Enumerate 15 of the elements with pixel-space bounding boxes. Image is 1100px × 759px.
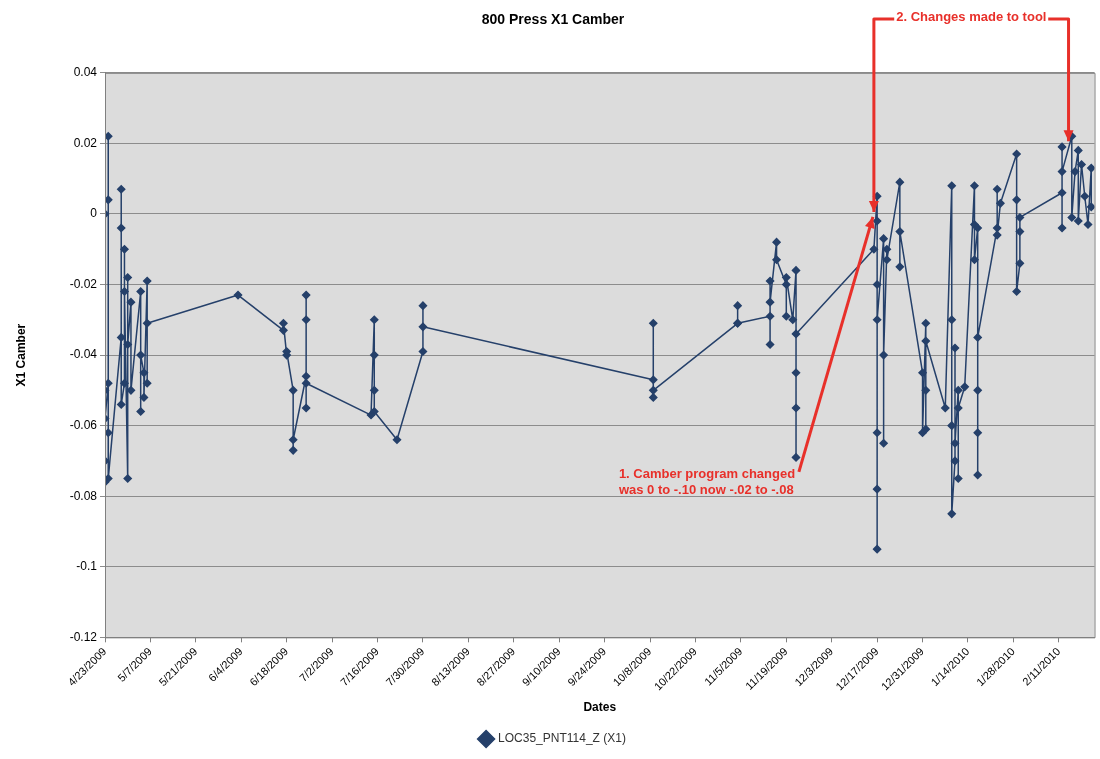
y-tick-label: -0.12: [69, 629, 98, 644]
annotation: 1. Camber program changed was 0 to -.10 now -.02 to -.08: [618, 465, 797, 498]
y-tick-label: 0: [90, 206, 98, 221]
y-tick-label: -0.06: [69, 417, 98, 432]
chart-title: 800 Press X1 Camber: [481, 11, 625, 28]
annotation: 2. Changes made to tool: [896, 9, 1047, 25]
legend-label: LOC35_PNT114_Z (X1): [498, 731, 626, 746]
y-tick-label: 0.04: [73, 65, 98, 80]
y-tick-label: -0.02: [69, 276, 98, 291]
x-axis-title: Dates: [583, 700, 617, 715]
y-tick-label: -0.04: [69, 347, 98, 362]
y-tick-label: -0.08: [69, 488, 98, 503]
y-axis-title: X1 Camber: [13, 323, 28, 387]
y-tick-label: -0.1: [76, 559, 98, 574]
y-tick-label: 0.02: [73, 135, 98, 150]
